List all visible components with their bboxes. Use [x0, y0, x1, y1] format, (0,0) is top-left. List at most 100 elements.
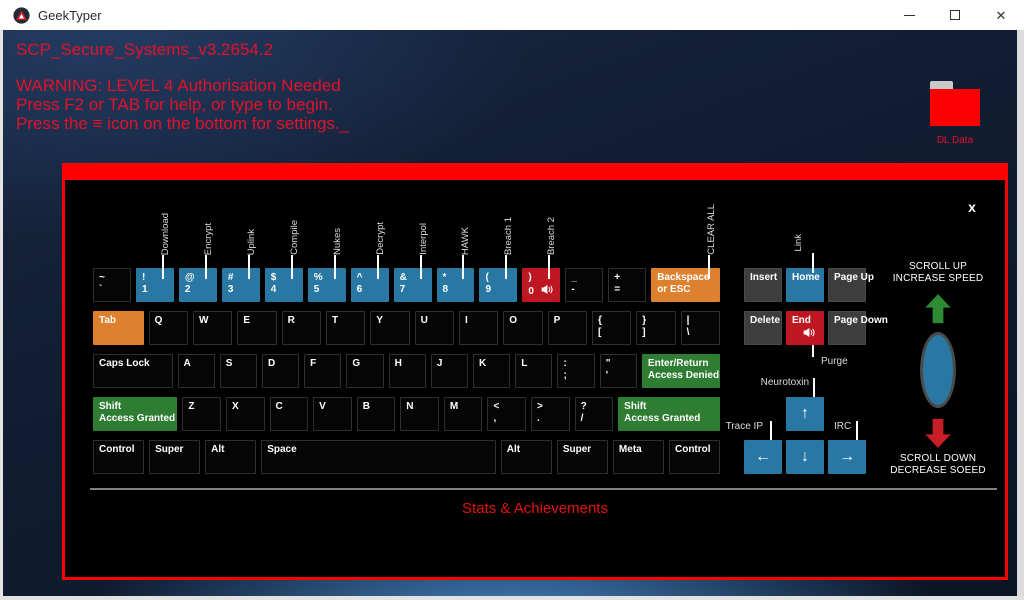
irc-connector-line [856, 421, 858, 440]
key-0[interactable]: ) 0 Breach 2 [522, 217, 561, 302]
terminal-background[interactable]: SCP_Secure_Systems_v3.2654.2 WARNING: LE… [0, 30, 1024, 600]
overlay-top-bar [65, 166, 1005, 180]
key-symbol[interactable]: " ' [599, 354, 637, 388]
scroll-up-line2: INCREASE SPEED [892, 272, 984, 284]
key-control[interactable]: Control [668, 440, 721, 474]
key-super[interactable]: Super [556, 440, 608, 474]
key-tab[interactable]: Tab [93, 311, 144, 345]
key-page-down[interactable]: Page Down [828, 311, 888, 345]
key-d[interactable]: D [261, 354, 300, 388]
close-button[interactable]: ✕ [978, 0, 1024, 30]
key-tag-uplink: Uplink [245, 228, 257, 255]
minimize-button[interactable] [886, 0, 932, 30]
overlay-close-button[interactable]: x [968, 199, 976, 215]
key-symbol[interactable]: <, [487, 397, 527, 431]
trace-ip-connector-line [770, 421, 772, 440]
key-9[interactable]: (9 Breach 1 [479, 217, 518, 302]
folder-icon [930, 89, 980, 126]
key-super[interactable]: Super [149, 440, 201, 474]
key-i[interactable]: I [458, 311, 499, 345]
terminal-text: SCP_Secure_Systems_v3.2654.2 WARNING: LE… [16, 40, 349, 133]
key-symbol[interactable]: }] [636, 311, 676, 345]
key-symbol[interactable]: ? / [574, 397, 614, 431]
key-a[interactable]: A [177, 354, 215, 388]
key-tag-clear-all: CLEAR ALL [706, 204, 718, 255]
key-e[interactable]: E [237, 311, 277, 345]
key-symbol[interactable]: + = [608, 268, 647, 302]
key-tag-breach-2: Breach 2 [546, 216, 558, 255]
key-end[interactable]: End [786, 311, 824, 345]
key-q[interactable]: Q [148, 311, 188, 345]
key-arrow-right[interactable]: → [828, 440, 866, 474]
key-arrow-down[interactable]: ↓ [786, 440, 824, 474]
key-home[interactable]: Home [786, 268, 824, 302]
key-1[interactable]: ! 1 Download [135, 213, 174, 302]
key-r[interactable]: R [281, 311, 321, 345]
key-shift-access-granted[interactable]: Shift Access Granted [618, 397, 720, 431]
key-page-up[interactable]: Page Up [828, 268, 874, 302]
folder-label: DL Data [936, 135, 974, 146]
maximize-icon [950, 10, 960, 20]
key-3[interactable]: #3 Uplink [221, 229, 260, 302]
key-backspace-or-esc[interactable]: Backspace or ESC CLEAR ALL [651, 204, 721, 302]
key-symbol[interactable]: {[ [591, 311, 632, 345]
key-m[interactable]: M [443, 397, 483, 431]
system-version-text: SCP_Secure_Systems_v3.2654.2 [16, 40, 274, 59]
key-2[interactable]: @2 Encrypt [178, 223, 217, 302]
key-insert[interactable]: Insert [744, 268, 782, 302]
key-v[interactable]: V [313, 397, 352, 431]
key-n[interactable]: N [400, 397, 439, 431]
key-c[interactable]: C [269, 397, 309, 431]
key-k[interactable]: K [473, 354, 511, 388]
key-p[interactable]: P [547, 311, 587, 345]
key-alt[interactable]: Alt [500, 440, 552, 474]
key-delete[interactable]: Delete [744, 311, 782, 345]
key-u[interactable]: U [414, 311, 454, 345]
key-tag-connector-line [708, 255, 711, 279]
key-x[interactable]: X [225, 397, 265, 431]
minimize-icon [903, 14, 915, 16]
key-symbol[interactable]: | \ [680, 311, 720, 345]
key-tag-connector-line [505, 255, 508, 279]
key-symbol[interactable]: >. [531, 397, 570, 431]
key-tag-compile: Compile [288, 220, 300, 255]
key-space[interactable]: Space [261, 440, 496, 474]
key-shift-access-granted[interactable]: Shift Access Granted [93, 397, 178, 431]
key-caps-lock[interactable]: Caps Lock [93, 354, 173, 388]
key-symbol[interactable]: :; [557, 354, 595, 388]
key-tag-connector-line [548, 255, 551, 279]
key-5[interactable]: % 5 Nukes [307, 228, 346, 302]
warning-line-2: Press F2 or TAB for help, or type to beg… [16, 95, 333, 114]
key-6[interactable]: ^ 6 Decrypt [350, 222, 389, 302]
key-g[interactable]: G [346, 354, 384, 388]
keyboard-nav-cluster: Insert Home Page Up Delete End Page Down [744, 268, 888, 345]
maximize-button[interactable] [932, 0, 978, 30]
key-enter-return-access-denied[interactable]: Enter/Return Access Denied [641, 354, 721, 388]
key-arrow-up[interactable]: ↑ [786, 397, 824, 431]
key-tag-connector-line [462, 255, 465, 279]
dl-data-folder[interactable]: DL Data [930, 81, 980, 146]
key-z[interactable]: Z [182, 397, 221, 431]
key-symbol[interactable]: ~ ` [93, 268, 131, 302]
key-meta[interactable]: Meta [612, 440, 664, 474]
trace-ip-label: Trace IP [725, 421, 763, 432]
key-control[interactable]: Control [93, 440, 145, 474]
key-alt[interactable]: Alt [205, 440, 257, 474]
folder-tab-icon [930, 81, 953, 89]
key-arrow-left[interactable]: ← [744, 440, 782, 474]
key-t[interactable]: T [325, 311, 366, 345]
key-j[interactable]: J [430, 354, 469, 388]
key-s[interactable]: S [219, 354, 257, 388]
key-7[interactable]: & 7 Interpol [393, 223, 432, 302]
key-8[interactable]: * 8 HAWK [436, 227, 475, 302]
key-b[interactable]: B [356, 397, 396, 431]
key-4[interactable]: $4 Compile [264, 220, 303, 302]
key-symbol[interactable]: _ - [565, 268, 604, 302]
key-h[interactable]: H [388, 354, 426, 388]
key-l[interactable]: L [515, 354, 553, 388]
key-f[interactable]: F [304, 354, 342, 388]
key-y[interactable]: Y [370, 311, 410, 345]
key-w[interactable]: W [192, 311, 233, 345]
keyboard-arrow-cluster: ↑ ← ↓ → [744, 397, 866, 474]
key-o[interactable]: O [503, 311, 543, 345]
